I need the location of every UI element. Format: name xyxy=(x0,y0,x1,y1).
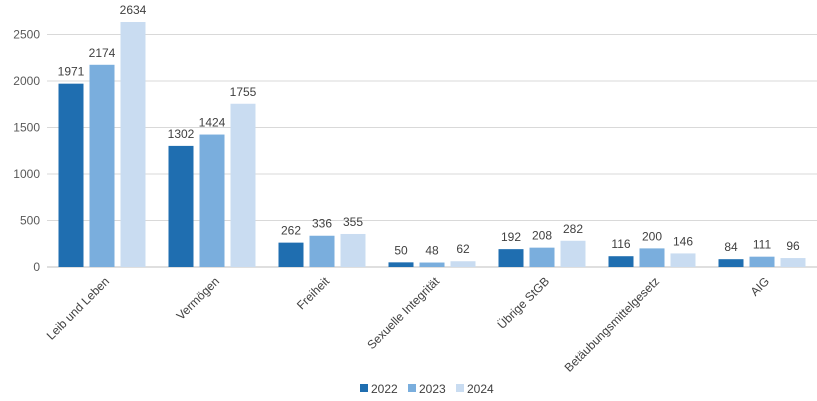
data-label-sexuelle-integritat-2024: 62 xyxy=(456,242,470,256)
legend-swatch-2023 xyxy=(408,384,416,392)
bar-leib-und-leben-2024 xyxy=(120,22,146,267)
data-label-freiheit-2024: 355 xyxy=(343,215,363,229)
category-label-aig: AIG xyxy=(748,274,773,299)
data-label-aig-2023: 111 xyxy=(753,238,772,252)
bar-vermogen-2024 xyxy=(230,103,256,268)
data-label-leib-und-leben-2022: 1971 xyxy=(58,65,85,79)
data-label-freiheit-2023: 336 xyxy=(312,217,332,231)
bar-vermogen-2023 xyxy=(199,134,225,267)
legend-label-2022: 2022 xyxy=(371,382,398,396)
legend-swatch-2022 xyxy=(360,384,368,392)
bar-betaubungsmittelgesetz-2022 xyxy=(608,256,634,267)
data-label-ubrige-stgb-2024: 282 xyxy=(563,222,583,236)
data-label-betaubungsmittelgesetz-2022: 116 xyxy=(611,237,630,251)
bar-vermogen-2022 xyxy=(168,145,194,267)
bar-ubrige-stgb-2022 xyxy=(498,249,524,267)
data-labels: 1971 2174 2634 1302 1424 1755 262 336 355 50 48 62 1… xyxy=(58,3,800,258)
category-label-ubrige-stgb: Übrige StGB xyxy=(495,274,553,332)
bars xyxy=(58,22,806,268)
y-tick-label: 1500 xyxy=(13,120,40,134)
bar-freiheit-2023 xyxy=(309,235,335,267)
bar-sexuelle-integritat-2024 xyxy=(450,261,476,267)
bar-sexuelle-integritat-2022 xyxy=(388,262,414,267)
legend-label-2024: 2024 xyxy=(467,382,494,396)
category-label-betaubungsmittelgesetz: Betäubungsmittelgesetz xyxy=(562,274,662,374)
y-tick-label: 2000 xyxy=(13,74,40,88)
legend-swatch-2024 xyxy=(456,384,464,392)
data-label-betaubungsmittelgesetz-2024: 146 xyxy=(673,234,693,248)
legend-label-2023: 2023 xyxy=(419,382,446,396)
bar-freiheit-2024 xyxy=(340,233,366,267)
data-label-ubrige-stgb-2022: 192 xyxy=(501,230,521,244)
x-axis-categories: Leib und Leben Vermögen Freiheit Sexuelle I… xyxy=(44,274,772,375)
bar-betaubungsmittelgesetz-2024 xyxy=(670,253,696,267)
bar-freiheit-2022 xyxy=(278,242,304,267)
data-label-ubrige-stgb-2023: 208 xyxy=(532,229,552,243)
category-label-sexuelle-integritat: Sexuelle Integrität xyxy=(364,274,442,352)
data-label-vermogen-2023: 1424 xyxy=(199,116,226,130)
data-label-vermogen-2024: 1755 xyxy=(230,85,257,99)
data-label-vermogen-2022: 1302 xyxy=(168,127,195,141)
data-label-freiheit-2022: 262 xyxy=(281,224,301,238)
bar-sexuelle-integritat-2023 xyxy=(419,262,445,267)
bar-aig-2022 xyxy=(718,259,744,267)
data-label-leib-und-leben-2023: 2174 xyxy=(89,46,116,60)
gridlines xyxy=(47,33,817,268)
data-label-sexuelle-integritat-2022: 50 xyxy=(394,243,408,257)
category-label-freiheit: Freiheit xyxy=(294,274,333,313)
data-label-aig-2022: 84 xyxy=(724,240,738,254)
data-label-aig-2024: 96 xyxy=(786,239,800,253)
data-label-sexuelle-integritat-2023: 48 xyxy=(425,244,439,258)
data-label-betaubungsmittelgesetz-2023: 200 xyxy=(642,229,662,243)
data-label-leib-und-leben-2024: 2634 xyxy=(120,3,147,17)
y-tick-label: 1000 xyxy=(13,167,40,181)
bar-leib-und-leben-2023 xyxy=(89,64,115,267)
bar-ubrige-stgb-2024 xyxy=(560,240,586,267)
category-label-vermogen: Vermögen xyxy=(174,274,223,323)
y-tick-label: 500 xyxy=(20,213,40,227)
legend: 2022 2023 2024 xyxy=(360,382,494,396)
y-tick-label: 2500 xyxy=(13,27,40,41)
bar-aig-2023 xyxy=(749,256,775,267)
bar-betaubungsmittelgesetz-2023 xyxy=(639,248,665,267)
y-axis-ticks: 0 500 1000 1500 2000 2500 xyxy=(13,27,40,274)
bar-aig-2024 xyxy=(780,258,806,267)
y-tick-label: 0 xyxy=(33,260,40,274)
bar-ubrige-stgb-2023 xyxy=(529,247,555,267)
bar-leib-und-leben-2022 xyxy=(58,83,84,267)
category-label-leib-und-leben: Leib und Leben xyxy=(44,274,112,342)
